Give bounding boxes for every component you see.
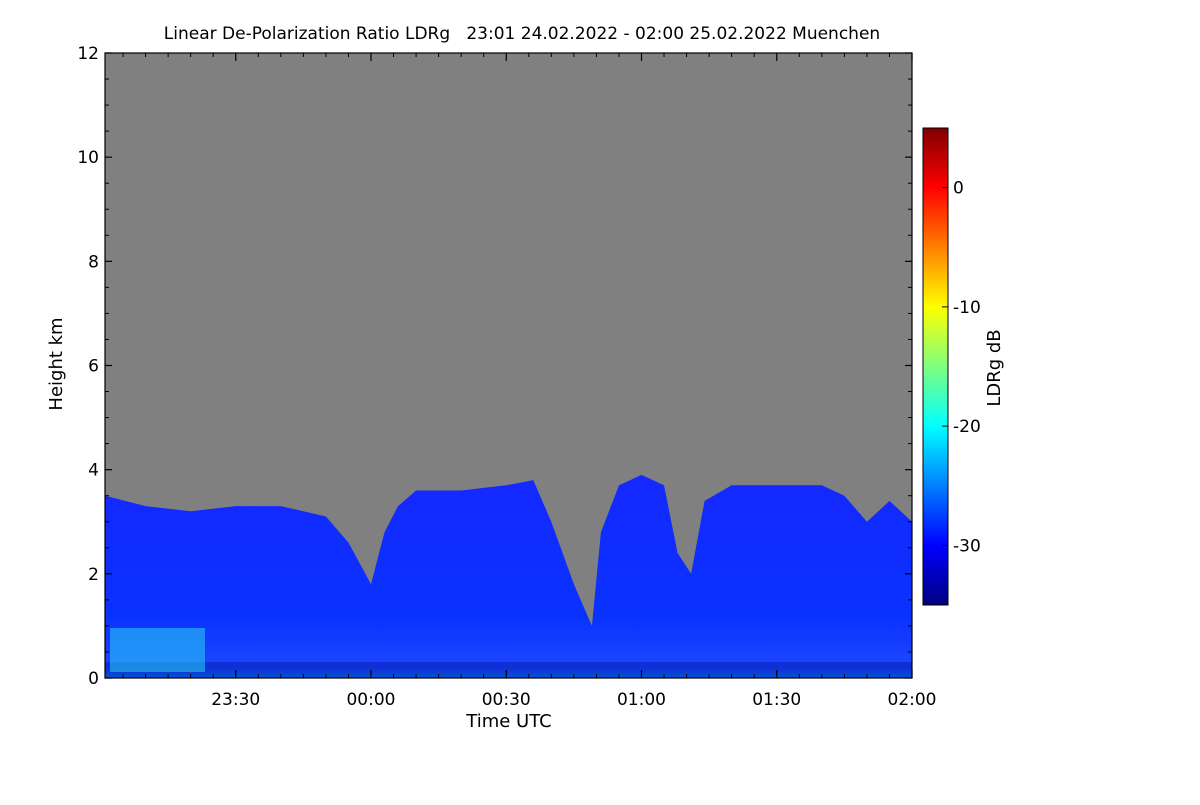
colorbar-tick-label: -10: [953, 298, 981, 318]
y-tick-label: 10: [77, 148, 99, 168]
y-tick-label: 12: [77, 44, 99, 64]
y-tick-label: 2: [88, 565, 99, 585]
colorbar-label: LDRg dB: [984, 329, 1005, 406]
colorbar-tick-label: -20: [953, 417, 981, 437]
plot-area: [104, 52, 913, 679]
colorbar-ticks: 0 -10 -20 -30: [942, 179, 981, 556]
colorbar-tick-label: -30: [953, 536, 981, 556]
y-axis: 0 2 4 6 8 10 12: [77, 44, 912, 689]
x-axis: 23:30 00:00 00:30 01:00 01:30 02:00: [122, 53, 937, 710]
colorbar-tick-label: 0: [953, 179, 964, 199]
aerosol-patch: [110, 628, 205, 672]
y-tick-label: 0: [88, 669, 99, 689]
y-tick-label: 4: [88, 461, 99, 481]
x-tick-label: 00:00: [346, 690, 395, 710]
x-tick-label: 00:30: [482, 690, 531, 710]
colorbar-gradient: [922, 127, 949, 606]
y-axis-label: Height km: [46, 317, 67, 410]
x-tick-label: 01:00: [617, 690, 666, 710]
y-tick-label: 6: [88, 357, 99, 377]
x-tick-label: 01:30: [752, 690, 801, 710]
x-tick-label: 23:30: [211, 690, 260, 710]
ldr-signal-area: [105, 474, 912, 678]
x-tick-label: 02:00: [888, 690, 937, 710]
chart-title: Linear De-Polarization Ratio LDRg 23:01 …: [164, 24, 880, 44]
near-ground-layer: [105, 662, 912, 678]
colorbar: 0 -10 -20 -30 LDRg dB: [922, 127, 1005, 606]
y-tick-label: 8: [88, 252, 99, 272]
x-axis-label: Time UTC: [465, 711, 551, 732]
